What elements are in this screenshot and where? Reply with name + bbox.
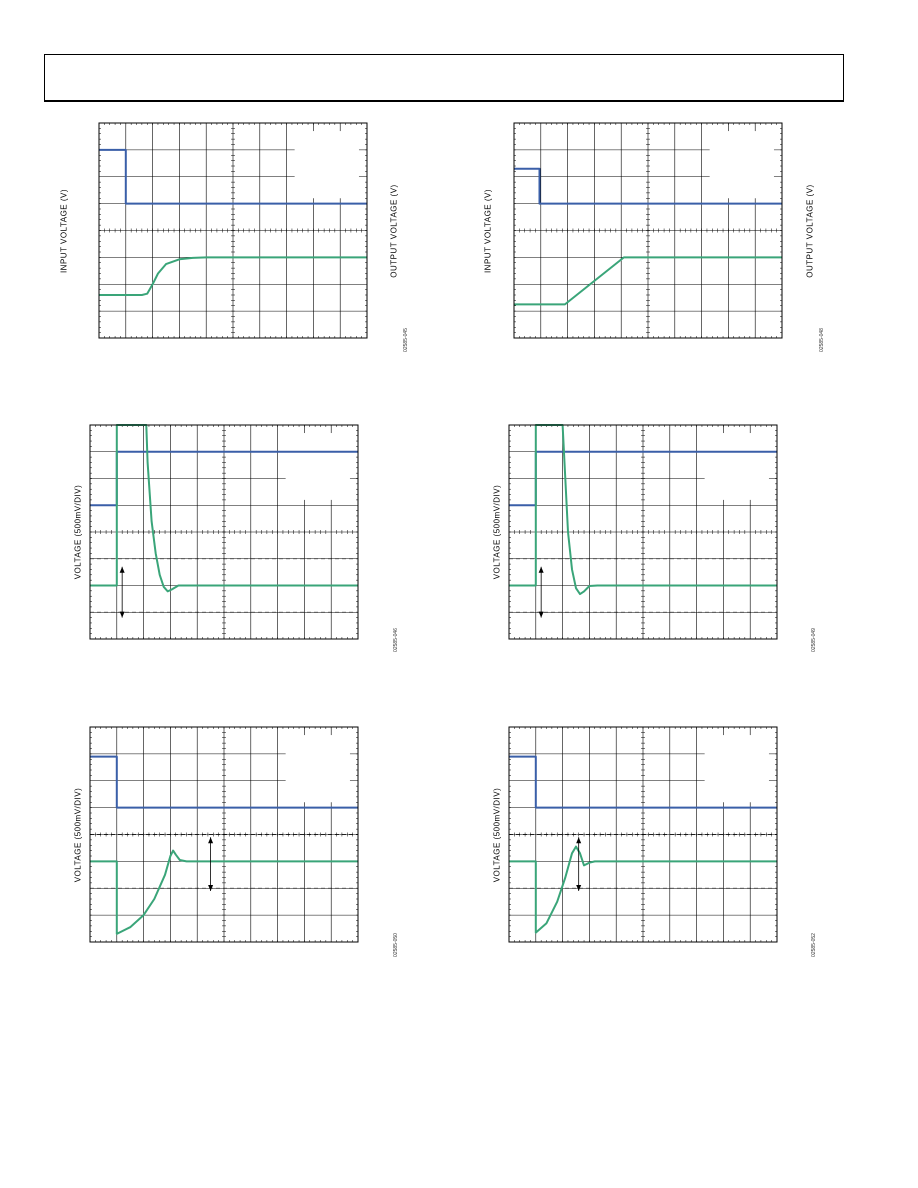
plot-frame <box>98 122 368 339</box>
y2-axis-label: OUTPUT VOLTAGE (V) <box>805 183 815 278</box>
y2-axis-label: OUTPUT VOLTAGE (V) <box>389 183 399 278</box>
plot-frame <box>508 424 778 640</box>
y-axis-label: VOLTAGE (500mV/DIV) <box>73 787 83 882</box>
scope-annotation-area <box>285 735 350 803</box>
figure-id: 02585-048 <box>819 328 825 352</box>
scope-annotation-area <box>704 735 769 803</box>
scope-plot-1 <box>98 122 368 339</box>
settling-arrow <box>538 566 544 618</box>
series-line-2 <box>509 845 777 934</box>
page-header-box <box>44 54 844 102</box>
figure-id: 02585-050 <box>393 933 399 957</box>
settling-arrow <box>576 837 582 891</box>
scope-annotation-area <box>294 131 359 199</box>
series-line-1 <box>90 755 358 809</box>
settling-arrow <box>119 566 125 618</box>
series-line-2 <box>90 849 358 935</box>
series-line-2 <box>99 256 367 296</box>
scope-annotation-area <box>704 433 769 500</box>
arrow-head-down <box>538 611 544 618</box>
grid <box>508 424 778 640</box>
series-line-1 <box>509 755 777 809</box>
series-line-1 <box>514 167 782 205</box>
plot-frame <box>89 726 359 943</box>
arrow-head-down <box>576 884 582 891</box>
figure-id: 02585-052 <box>811 933 817 957</box>
series-line-1 <box>99 148 367 205</box>
scope-plot-5 <box>89 726 359 943</box>
arrow-head-down <box>208 884 214 891</box>
y-axis-label: INPUT VOLTAGE (V) <box>59 188 69 273</box>
scope-plot-2 <box>513 122 783 339</box>
scope-plot-6 <box>508 726 778 943</box>
scope-annotation-area <box>285 433 350 500</box>
series-line-2 <box>514 256 782 306</box>
plot-frame <box>508 726 778 943</box>
scope-plot-3 <box>89 424 359 640</box>
y-axis-label: VOLTAGE (500mV/DIV) <box>492 787 502 882</box>
plot-frame <box>89 424 359 640</box>
arrow-head-up <box>576 837 582 844</box>
y-axis-label: VOLTAGE (500mV/DIV) <box>73 484 83 580</box>
figure-id: 02585-046 <box>393 628 399 652</box>
scope-annotation-area <box>709 131 774 199</box>
figure-id: 02585-045 <box>403 328 409 352</box>
scope-plot-4 <box>508 424 778 640</box>
arrow-head-up <box>208 837 214 844</box>
plot-frame <box>513 122 783 339</box>
arrow-head-up <box>538 566 544 573</box>
settling-arrow <box>208 837 214 891</box>
arrow-head-up <box>119 566 125 573</box>
figure-id: 02585-049 <box>811 628 817 652</box>
y-axis-label: INPUT VOLTAGE (V) <box>483 188 493 273</box>
arrow-head-down <box>119 611 125 618</box>
y-axis-label: VOLTAGE (500mV/DIV) <box>492 484 502 580</box>
